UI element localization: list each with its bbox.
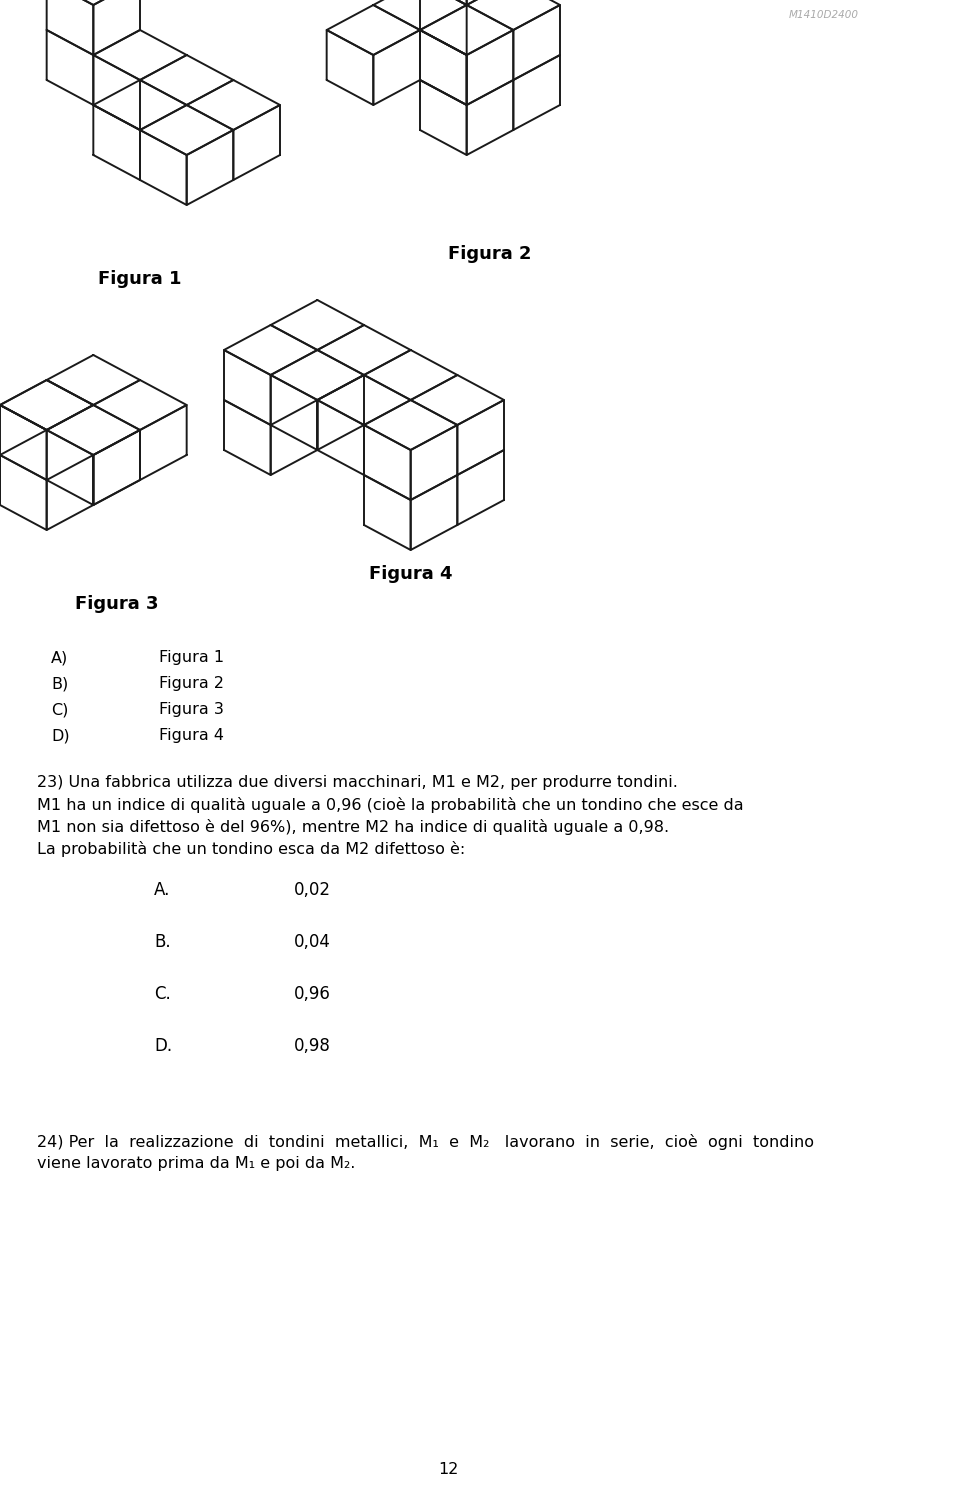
Text: 23) Una fabbrica utilizza due diversi macchinari, M1 e M2, per produrre tondini.: 23) Una fabbrica utilizza due diversi ma… — [37, 775, 678, 790]
Text: viene lavorato prima da M₁ e poi da M₂.: viene lavorato prima da M₁ e poi da M₂. — [37, 1156, 356, 1171]
Text: A.: A. — [154, 881, 170, 898]
Text: 0,96: 0,96 — [294, 985, 331, 1003]
Text: La probabilità che un tondino esca da M2 difettoso è:: La probabilità che un tondino esca da M2… — [37, 840, 466, 857]
Text: C): C) — [51, 702, 69, 717]
Text: Figura 4: Figura 4 — [369, 565, 452, 583]
Text: C.: C. — [154, 985, 171, 1003]
Text: D.: D. — [154, 1037, 172, 1055]
Text: M1410D2400: M1410D2400 — [789, 10, 858, 19]
Text: B.: B. — [154, 933, 171, 951]
Text: A): A) — [51, 650, 68, 665]
Text: M1 non sia difettoso è del 96%), mentre M2 ha indice di qualità uguale a 0,98.: M1 non sia difettoso è del 96%), mentre … — [37, 820, 669, 834]
Text: B): B) — [51, 676, 68, 691]
Text: 0,02: 0,02 — [294, 881, 331, 898]
Text: Figura 2: Figura 2 — [158, 676, 224, 691]
Text: 0,04: 0,04 — [294, 933, 331, 951]
Text: Figura 3: Figura 3 — [75, 595, 158, 612]
Text: Figura 1: Figura 1 — [158, 650, 224, 665]
Text: Figura 2: Figura 2 — [448, 244, 532, 264]
Text: M1 ha un indice di qualità uguale a 0,96 (cioè la probabilità che un tondino che: M1 ha un indice di qualità uguale a 0,96… — [37, 797, 744, 814]
Text: Figura 1: Figura 1 — [98, 270, 181, 288]
Text: Figura 4: Figura 4 — [158, 729, 224, 744]
Text: Figura 3: Figura 3 — [158, 702, 224, 717]
Text: 24) Per  la  realizzazione  di  tondini  metallici,  M₁  e  M₂   lavorano  in  s: 24) Per la realizzazione di tondini meta… — [37, 1134, 814, 1150]
Text: 12: 12 — [438, 1462, 458, 1477]
Text: D): D) — [51, 729, 70, 744]
Text: 0,98: 0,98 — [294, 1037, 331, 1055]
